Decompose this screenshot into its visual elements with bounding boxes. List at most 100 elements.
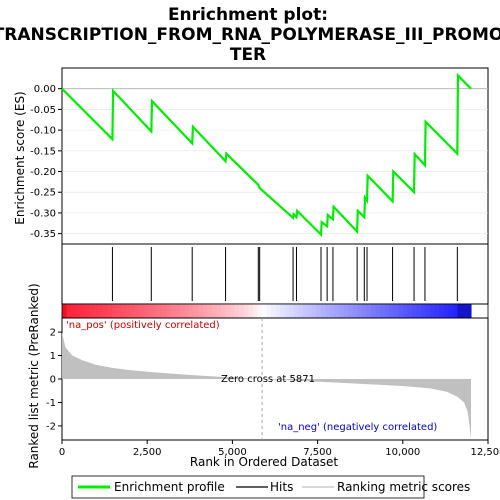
heatmap-cell	[66, 304, 72, 318]
heatmap-cell	[321, 304, 327, 318]
heatmap-cell	[361, 304, 368, 318]
heatmap-cell	[216, 304, 222, 318]
heatmap-cell	[457, 304, 463, 318]
ranked-metric-panel: 2 1 0 -1 -2	[46, 317, 489, 441]
heatmap-cell	[125, 304, 131, 318]
es-ytick-label: -0.25	[30, 188, 56, 199]
heatmap-cell	[230, 304, 236, 318]
es-ytick-label: 0.00	[34, 84, 56, 95]
heatmap-cell	[289, 304, 295, 318]
heatmap-cell	[143, 304, 149, 318]
heatmap-cell	[202, 304, 209, 318]
enrichment-profile-line	[61, 72, 472, 238]
heatmap-cell	[384, 304, 390, 318]
hits-panel	[61, 243, 489, 305]
heatmap-cell	[71, 304, 77, 318]
heatmap-cell	[157, 304, 163, 318]
hits-panel-frame	[61, 243, 489, 305]
heatmap-cell	[420, 304, 427, 318]
heatmap-cell	[211, 304, 218, 318]
heatmap-cell	[357, 304, 363, 318]
heatmap-cell	[339, 304, 345, 318]
neg-correlated-label: 'na_neg' (negatively correlated)	[278, 422, 437, 433]
heatmap-cell	[225, 304, 231, 318]
heatmap-cell	[116, 304, 122, 318]
x-tick-label: 10,000	[385, 447, 420, 458]
heatmap-cell	[80, 304, 86, 318]
chart-title-line-1: Enrichment plot:	[168, 5, 328, 25]
heatmap-cell	[121, 304, 127, 318]
heatmap-cell	[434, 304, 440, 318]
es-ytick-label: -0.20	[30, 167, 56, 178]
x-axis-label: Rank in Ordered Dataset	[190, 455, 338, 469]
heatmap-cell	[271, 304, 277, 318]
es-ytick-label: -0.30	[30, 208, 56, 219]
heatmap-cell	[161, 304, 168, 318]
ranked-ytick-label: 0	[50, 375, 56, 386]
chart-title-line-2: TRANSCRIPTION_FROM_RNA_POLYMERASE_III_PR…	[0, 25, 500, 45]
heatmap-cell	[107, 304, 113, 318]
es-ytick-label: -0.15	[30, 146, 56, 157]
es-ylabel: Enrichment score (ES)	[13, 91, 27, 224]
heatmap-cell	[352, 304, 358, 318]
heatmap-cell	[102, 304, 109, 318]
heatmap-cell	[430, 304, 436, 318]
heatmap-cell	[93, 304, 99, 318]
heatmap-cell	[443, 304, 449, 318]
heatmap-cell	[280, 304, 286, 318]
es-ytick-label: -0.10	[30, 126, 56, 137]
heatmap-cell	[298, 304, 304, 318]
heatmap-cell	[257, 304, 263, 318]
heatmap-cell	[402, 304, 408, 318]
heatmap-cell	[416, 304, 422, 318]
ranked-ytick-label: 2	[50, 328, 56, 339]
legend-label-hits: Hits	[270, 480, 293, 494]
heatmap-cell	[148, 304, 154, 318]
legend-label-ranking-metric: Ranking metric scores	[337, 480, 470, 494]
heatmap-cell	[380, 304, 386, 318]
pos-correlated-label: 'na_pos' (positively correlated)	[66, 320, 220, 331]
heatmap-cell	[75, 304, 81, 318]
heatmap-cell	[307, 304, 313, 318]
heatmap-cell	[334, 304, 340, 318]
heatmap-cell	[348, 304, 354, 318]
heatmap-cell	[207, 304, 213, 318]
heatmap-cell	[111, 304, 118, 318]
heatmap-cell	[284, 304, 290, 318]
heatmap-cell	[175, 304, 181, 318]
heatmap-cell	[375, 304, 381, 318]
heatmap-cell	[89, 304, 95, 318]
es-ytick-label: -0.35	[30, 229, 56, 240]
heatmap-cell	[134, 304, 140, 318]
heatmap-cell	[139, 304, 145, 318]
heatmap-cell	[425, 304, 431, 318]
heatmap-cell	[84, 304, 90, 318]
heatmap-cell	[248, 304, 254, 318]
heatmap-cell	[239, 304, 245, 318]
heatmap-cell	[461, 304, 468, 318]
heatmap-cell	[448, 304, 454, 318]
heatmap-cell	[234, 304, 240, 318]
heatmap-cell	[166, 304, 172, 318]
heatmap-cell	[189, 304, 195, 318]
heatmap-cell	[98, 304, 104, 318]
heatmap-cell	[343, 304, 349, 318]
heatmap-cell	[252, 304, 258, 318]
heatmap-cell	[393, 304, 399, 318]
heatmap-cell	[370, 304, 377, 318]
heatmap-cell	[466, 304, 472, 318]
heatmap-cell	[407, 304, 413, 318]
heatmap-cell	[316, 304, 322, 318]
chart-title-line-3: TER	[230, 45, 266, 65]
heatmap-cell	[184, 304, 190, 318]
x-axis: 0 2,500 5,000 7,500 10,000 12,500	[59, 440, 500, 458]
x-tick-label: 7,500	[303, 447, 332, 458]
heatmap-cell	[366, 304, 372, 318]
heatmap-cell	[311, 304, 318, 318]
es-panel: 0.00 -0.05 -0.10 -0.15 -0.20 -0.25 -0.30 -0.35	[30, 67, 489, 245]
ranked-ytick-label: 1	[50, 351, 56, 362]
x-tick-label: 2,500	[133, 447, 162, 458]
heatmap-cell	[221, 304, 227, 318]
x-tick-label: 5,000	[218, 447, 247, 458]
